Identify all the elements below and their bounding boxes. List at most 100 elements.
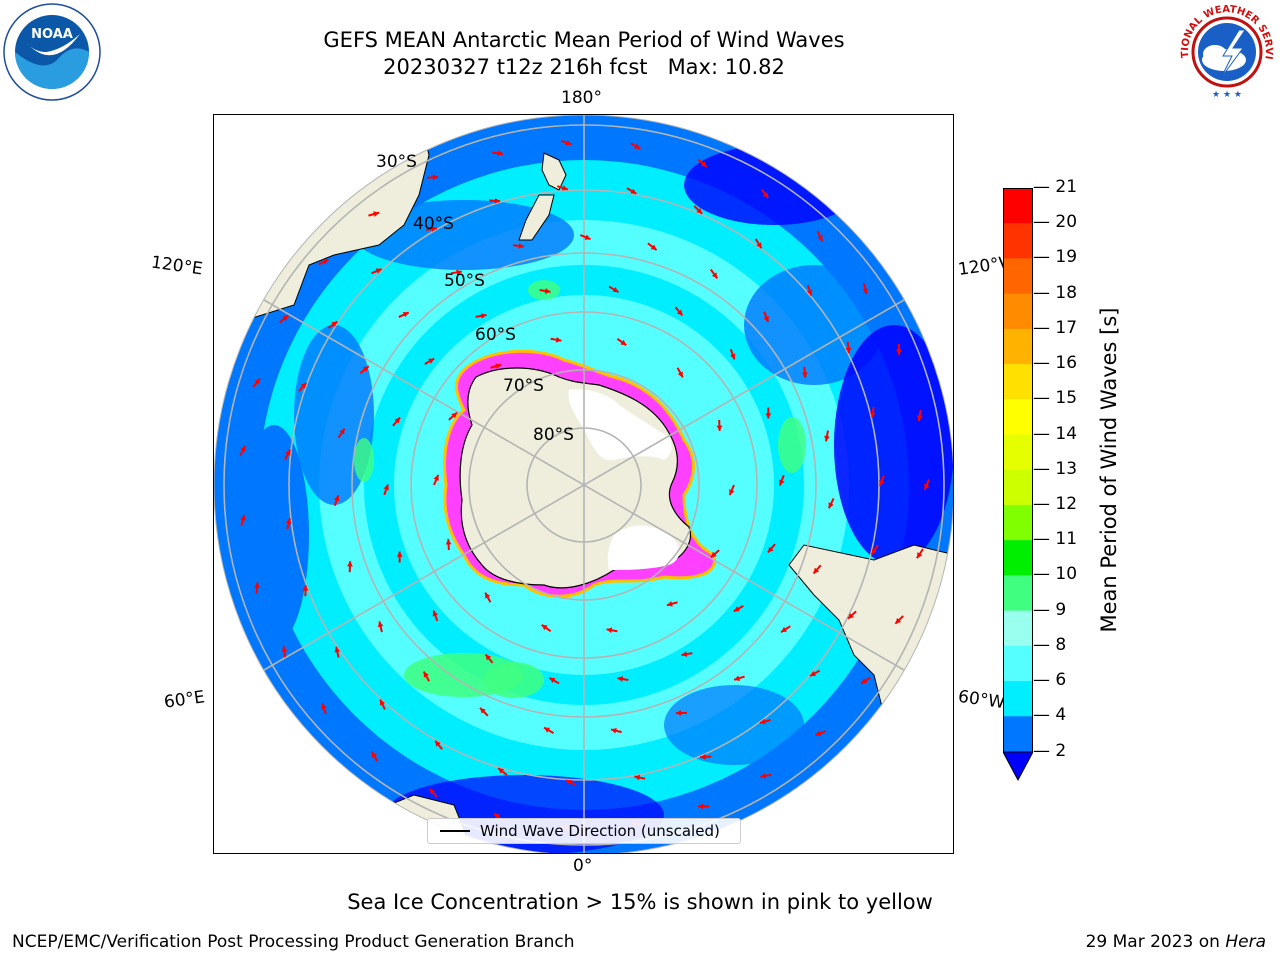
colorbar-segment bbox=[1003, 223, 1033, 259]
wave-arrow-head bbox=[612, 286, 619, 293]
wave-arrow-head bbox=[544, 288, 551, 294]
wave-arrow-head bbox=[700, 161, 707, 167]
wave-arrow-head bbox=[435, 740, 441, 747]
wave-arrow-head bbox=[606, 627, 613, 634]
wave-arrow-head bbox=[497, 150, 504, 157]
wave-arrow-head bbox=[813, 567, 820, 574]
wave-arrow-head bbox=[779, 479, 785, 486]
wave-arrow-head bbox=[916, 415, 923, 421]
nws-logo: NATIONAL WEATHER SERVICE ★ ★ ★ bbox=[1173, 0, 1277, 102]
wave-arrow-head bbox=[347, 561, 353, 567]
wave-arrow-head bbox=[763, 316, 769, 322]
wave-arrow-head bbox=[300, 382, 307, 389]
wave-arrow-head bbox=[584, 234, 591, 240]
colorbar bbox=[1002, 188, 1034, 782]
colorbar-segment bbox=[1003, 188, 1033, 224]
wave-arrow-head bbox=[696, 207, 703, 214]
wave-arrow-head bbox=[711, 272, 718, 279]
wave-arrow-head bbox=[498, 768, 505, 774]
wave-arrow-head bbox=[396, 551, 403, 557]
wave-arrow-head bbox=[339, 428, 345, 435]
colorbar-tick-label: — 12 bbox=[1033, 493, 1078, 514]
wave-arrow-head bbox=[423, 671, 429, 678]
wave-arrow-head bbox=[432, 174, 439, 181]
wave-arrow-head bbox=[549, 677, 556, 684]
wave-arrow-head bbox=[379, 699, 386, 706]
graticule bbox=[223, 115, 945, 853]
wave-arrow-head bbox=[698, 803, 704, 810]
colorbar-tick-label: — 15 bbox=[1033, 388, 1078, 409]
wave-arrow-head bbox=[845, 347, 852, 354]
colorbar-tick-label: — 20 bbox=[1033, 212, 1078, 233]
wave-arrow-head bbox=[734, 675, 740, 682]
wave-arrow-head bbox=[480, 707, 486, 714]
wave-arrow-head bbox=[375, 268, 382, 274]
wave-arrow-head bbox=[485, 654, 492, 661]
wave-arrow-head bbox=[445, 539, 452, 545]
wave-arrow-head bbox=[650, 244, 657, 251]
wave-arrow-head bbox=[394, 417, 401, 424]
wave-arrow-head bbox=[817, 235, 823, 242]
map-svg bbox=[214, 115, 953, 853]
wave-arrow-head bbox=[634, 143, 641, 149]
wave-arrow-head bbox=[254, 582, 260, 589]
wave-arrow-head bbox=[544, 727, 551, 733]
wave-arrow-head bbox=[371, 751, 377, 758]
wave-arrow-head bbox=[630, 188, 637, 194]
wave-arrow-head bbox=[801, 372, 808, 378]
lon-label-upper-left: 120°E bbox=[149, 252, 204, 280]
colorbar-segment bbox=[1003, 434, 1033, 471]
lon-label-lower-left: 60°E bbox=[162, 687, 207, 713]
colorbar-tick-label: — 16 bbox=[1033, 353, 1078, 374]
sea-ice-note: Sea Ice Concentration > 15% is shown in … bbox=[347, 890, 933, 914]
colorbar-extend-arrow bbox=[1002, 751, 1034, 782]
wave-arrow-head bbox=[561, 185, 568, 191]
wave-arrow-head bbox=[781, 626, 788, 633]
wave-arrow-head bbox=[729, 489, 735, 496]
colorbar-segment bbox=[1003, 610, 1033, 647]
colorbar-segment bbox=[1003, 364, 1033, 400]
wave-arrow-head bbox=[433, 474, 439, 481]
wave-arrow-head bbox=[428, 358, 435, 364]
colorbar-tick-label: — 8 bbox=[1033, 634, 1067, 655]
wave-arrow-head bbox=[285, 518, 292, 525]
colorbar-tick-label: — 14 bbox=[1033, 423, 1078, 444]
wave-arrow-head bbox=[565, 139, 572, 146]
wave-arrow-head bbox=[870, 412, 876, 418]
noaa-logo: NOAA bbox=[2, 2, 102, 102]
colorbar-segment bbox=[1003, 328, 1033, 365]
wave-arrow-head bbox=[815, 730, 822, 736]
wave-arrow-head bbox=[451, 412, 458, 419]
wave-arrow-head bbox=[485, 592, 491, 599]
wave-arrow-head bbox=[924, 483, 930, 490]
map-panel bbox=[213, 114, 954, 854]
footer-left: NCEP/EMC/Verification Post Processing Pr… bbox=[12, 932, 575, 952]
colorbar-tick-label: — 13 bbox=[1033, 458, 1078, 479]
colorbar-tick-label: — 10 bbox=[1033, 564, 1078, 585]
wave-arrow-head bbox=[760, 772, 767, 779]
wave-arrow-head bbox=[565, 779, 572, 786]
lat-label-50s: 50°S bbox=[444, 271, 485, 291]
noaa-logo-text: NOAA bbox=[31, 27, 73, 42]
lat-label-80s: 80°S bbox=[533, 425, 574, 445]
wave-arrow-head bbox=[617, 676, 624, 682]
wave-arrow-head bbox=[666, 601, 673, 607]
wave-arrow-head bbox=[729, 353, 736, 360]
chart-title: GEFS MEAN Antarctic Mean Period of Wind … bbox=[323, 28, 845, 52]
wave-arrow-head bbox=[675, 710, 682, 716]
lat-label-60s: 60°S bbox=[475, 325, 516, 345]
wave-arrow-head bbox=[240, 514, 246, 521]
colorbar-segment bbox=[1003, 540, 1033, 576]
colorbar-segment bbox=[1003, 293, 1033, 330]
colorbar-svg bbox=[1002, 188, 1034, 782]
wave-arrow-head bbox=[285, 449, 291, 456]
wave-arrow-head bbox=[806, 289, 813, 296]
map-legend: Wind Wave Direction (unscaled) bbox=[427, 818, 741, 844]
colorbar-segment bbox=[1003, 681, 1033, 717]
colorbar-tick-label: — 19 bbox=[1033, 247, 1078, 268]
wave-arrow-head bbox=[767, 546, 774, 553]
wave-arrow-head bbox=[916, 552, 923, 559]
wave-arrow-head bbox=[321, 703, 327, 710]
chart-subtitle: 20230327 t12z 216h fcst Max: 10.82 bbox=[383, 55, 785, 79]
lon-label-top: 180° bbox=[561, 88, 602, 108]
